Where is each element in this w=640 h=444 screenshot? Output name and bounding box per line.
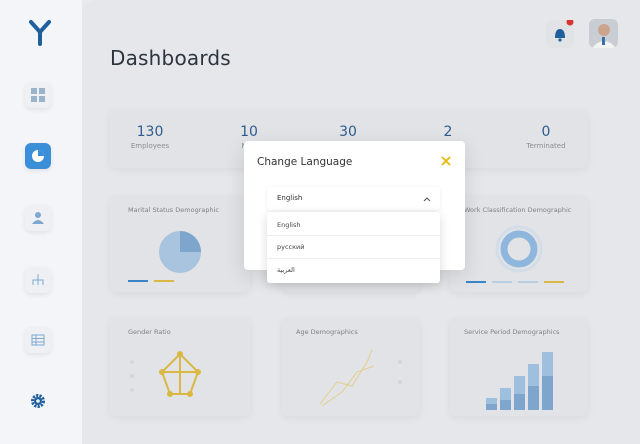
language-option[interactable]: русский [277,243,305,251]
nav-dashboard[interactable] [25,82,51,108]
stat-value: 30 [339,124,357,140]
language-select[interactable]: English [267,187,440,210]
pie-graphic [159,231,201,273]
donut-graphic [495,225,543,273]
language-option[interactable]: العربية [277,266,295,274]
bar-graphic [486,352,553,410]
chart-card: Work Classification Demographic [450,196,588,292]
stat-value: 10 [240,124,258,140]
language-options: English русский العربية [267,212,440,283]
stat: 30 [303,124,393,140]
card-title: Service Period Demographics [464,328,560,336]
stat: 130 Employees [105,124,195,150]
nav-table[interactable] [25,327,51,353]
stat-value: 0 [541,124,551,140]
modal-title: Change Language [257,156,353,168]
page-title: Dashboards [110,46,231,70]
card-title: Marital Status Demographic [128,206,219,214]
close-button[interactable] [440,155,452,167]
selected-language: English [277,194,303,202]
card-title: Work Classification Demographic [464,206,572,214]
language-option[interactable]: English [277,221,301,229]
notification-button[interactable] [546,18,574,48]
legend-graphic [128,280,174,282]
stat-label: Terminated [526,142,566,150]
avatar[interactable] [589,19,618,48]
settings-icon[interactable] [30,393,46,409]
separator [267,258,440,259]
sidebar [0,0,82,444]
chevron [423,197,431,202]
nav-organization[interactable] [25,267,51,293]
chart-card: Marital Status Demographic [110,196,250,292]
radar-graphic [130,351,201,397]
nav-employees[interactable] [25,205,51,231]
stat: 2 [403,124,493,140]
stat-label: Employees [130,142,170,150]
stat: 0 Terminated [501,124,591,150]
line-graphic [319,349,402,407]
stat-value: 2 [443,124,453,140]
nav-reports[interactable] [25,143,51,169]
chart-card: Service Period Demographics [450,318,588,416]
chart-card: Age Demographics [282,318,420,416]
chart-card: Gender Ratio [110,318,250,416]
card-title: Gender Ratio [128,328,171,336]
separator [267,235,440,236]
stat-value: 130 [136,124,164,140]
legend-graphic [466,281,564,283]
card-title: Age Demographics [296,328,358,336]
logo [29,20,51,46]
